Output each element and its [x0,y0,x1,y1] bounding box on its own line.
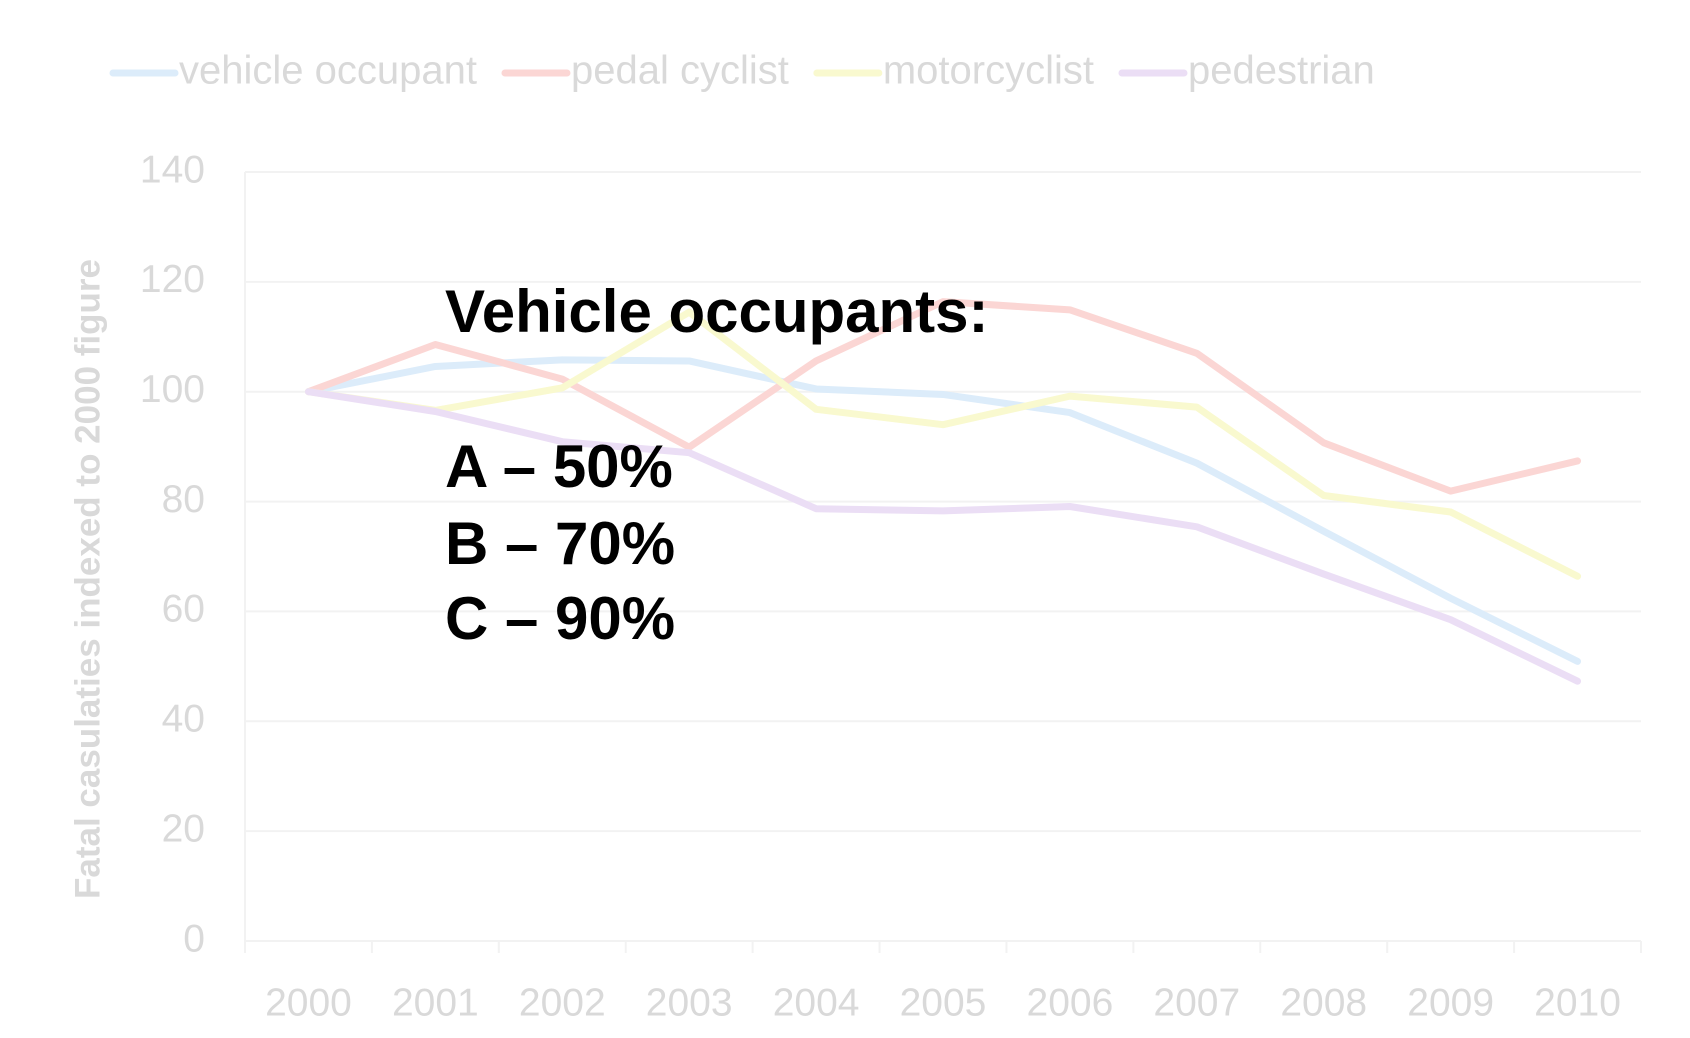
x-tick-label: 2002 [519,981,606,1024]
x-tick-label: 2004 [773,981,860,1024]
legend-label: vehicle occupant [179,49,477,93]
series-line [304,298,1582,495]
series-line [304,308,1582,580]
x-tick-label: 2005 [900,981,987,1024]
y-tick-label: 40 [162,698,205,741]
x-tick-label: 2000 [265,981,352,1024]
series-line [304,356,1582,665]
y-tick-label: 60 [162,588,205,631]
y-tick-label: 0 [183,917,205,960]
y-axis-title: Fatal casulaties indexed to 2000 figure [68,259,107,899]
y-tick-label: 100 [140,368,205,411]
x-tick-label: 2010 [1534,981,1621,1024]
series-line [304,388,1582,685]
legend-label: motorcyclist [883,49,1094,93]
x-tick-label: 2003 [646,981,733,1024]
x-tick-label: 2009 [1407,981,1494,1024]
y-tick-label: 140 [140,148,205,191]
annotation: C – 90% [445,585,675,652]
y-tick-label: 120 [140,258,205,301]
annotation: Vehicle occupants: [445,278,989,345]
x-tick-label: 2001 [392,981,479,1024]
legend-label: pedal cyclist [571,49,789,93]
x-tick-label: 2008 [1280,981,1367,1024]
annotation: B – 70% [445,510,675,577]
x-tick-label: 2007 [1153,981,1240,1024]
x-tick-label: 2006 [1027,981,1114,1024]
legend-label: pedestrian [1188,49,1375,93]
y-tick-label: 80 [162,478,205,521]
y-tick-label: 20 [162,807,205,850]
annotation: A – 50% [445,433,673,500]
